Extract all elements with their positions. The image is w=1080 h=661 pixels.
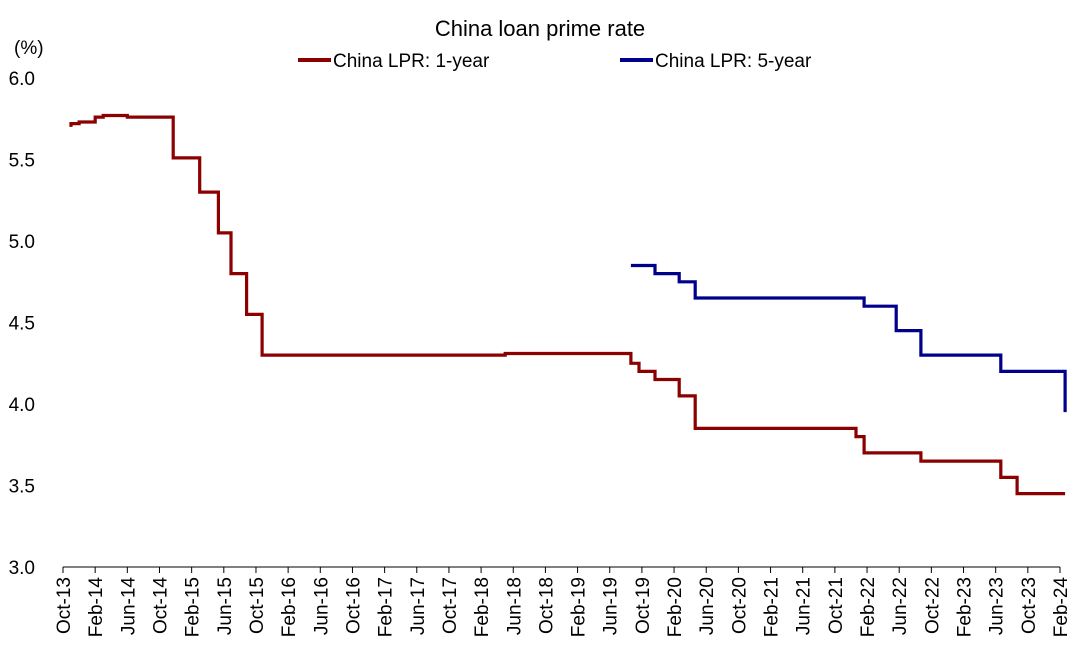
series-line-5year [630, 263, 1067, 413]
x-tick-label: Jun-17 [408, 577, 429, 635]
x-tick-label: Oct-13 [54, 577, 75, 634]
x-tick-label: Oct-17 [440, 577, 461, 634]
x-tick-label: Jun-14 [118, 577, 139, 636]
x-tick-label: Jun-22 [890, 577, 911, 635]
x-tick-label: Feb-18 [472, 577, 493, 637]
x-tick-label: Oct-14 [150, 577, 171, 634]
y-tick-label: 4.0 [9, 395, 35, 416]
x-tick-label: Feb-21 [762, 577, 783, 637]
x-tick-label: Oct-15 [247, 577, 268, 634]
legend-item-5year: China LPR: 5-year [620, 51, 812, 72]
series-line-1year [69, 113, 1066, 496]
x-tick-label: Oct-22 [922, 577, 943, 634]
legend: China LPR: 1-year China LPR: 5-year [298, 51, 812, 72]
legend-item-1year: China LPR: 1-year [298, 51, 490, 72]
x-tick-label: Feb-17 [376, 577, 397, 637]
x-tick-label: Jun-15 [215, 577, 236, 635]
x-tick-label: Oct-20 [729, 577, 750, 634]
legend-label-5year: China LPR: 5-year [655, 51, 812, 72]
x-tick-label: Feb-20 [665, 577, 686, 637]
x-tick-label: Oct-23 [1019, 577, 1040, 634]
legend-label-1year: China LPR: 1-year [333, 51, 490, 72]
y-tick-label: 3.0 [9, 558, 35, 579]
y-tick-label: 5.5 [9, 151, 35, 172]
x-tick-label: Oct-19 [633, 577, 654, 634]
x-tick-label: Jun-19 [601, 577, 622, 635]
x-tick-label: Oct-21 [826, 577, 847, 634]
x-tick-label: Jun-16 [311, 577, 332, 635]
x-tick-label: Feb-14 [86, 577, 107, 638]
x-tick-label: Jun-21 [794, 577, 815, 635]
y-tick-label: 4.5 [9, 314, 35, 335]
chart-title: China loan prime rate [435, 16, 645, 41]
x-tick-label: Jun-18 [504, 577, 525, 635]
x-tick-label: Jun-20 [697, 577, 718, 635]
x-tick-label: Oct-18 [536, 577, 557, 634]
x-tick-label: Feb-16 [279, 577, 300, 637]
y-tick-label: 3.5 [9, 477, 35, 498]
x-tick-label: Feb-23 [955, 577, 976, 637]
y-tick-label: 6.0 [9, 69, 35, 90]
x-tick-label: Jun-23 [987, 577, 1008, 635]
y-tick-label: 5.0 [9, 232, 35, 253]
y-axis: 3.0 3.5 4.0 4.5 5.0 5.5 6.0 [9, 69, 35, 579]
x-tick-label: Feb-15 [183, 577, 204, 637]
x-tick-label: Oct-16 [343, 577, 364, 634]
x-tick-label: Feb-22 [858, 577, 879, 637]
x-tick-label: Feb-24 [1051, 577, 1072, 638]
y-axis-unit-label: (%) [14, 38, 44, 59]
series-layer [69, 113, 1067, 496]
x-tick-label: Feb-19 [569, 577, 590, 637]
x-axis: Oct-13 Feb-14 Jun-14 Oct-14 Feb-15 Jun-15 Oct-… [54, 566, 1072, 638]
